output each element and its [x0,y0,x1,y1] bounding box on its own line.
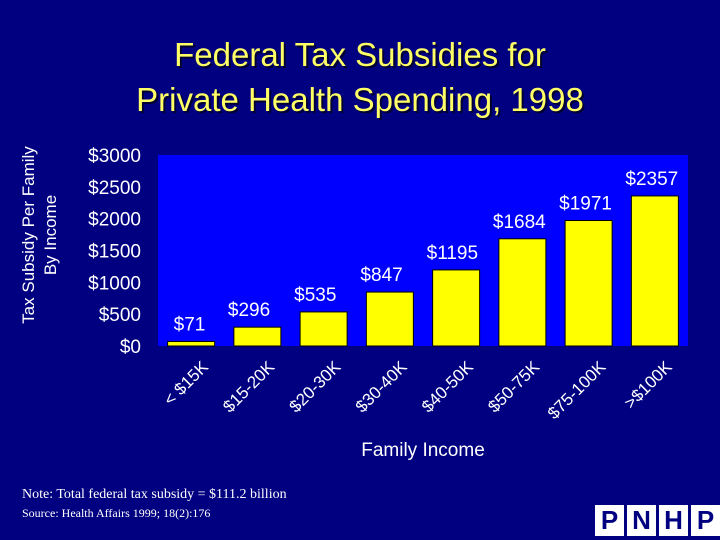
bar [167,340,216,347]
logo-letter: P [595,505,624,536]
x-tick-label: $30-40K [352,357,411,416]
x-axis-label: Family Income [361,440,485,461]
y-tick-label: $0 [120,337,141,358]
pnhp-logo: P N H P [595,505,720,536]
x-tick-label: $50-75K [484,357,543,416]
data-label: $1684 [493,212,546,233]
bar [432,269,481,347]
logo-letter: P [691,505,720,536]
bar [365,291,414,347]
y-tick-label: $500 [99,305,141,326]
bar [498,238,547,347]
bar [564,220,613,347]
data-label: $71 [174,314,206,335]
chart-title-line-2: Private Health Spending, 1998 [136,81,584,118]
data-label: $296 [228,300,270,321]
y-tick-label: $3000 [88,146,141,167]
bar [233,326,282,347]
data-label: $1195 [427,243,478,264]
x-tick-label: $15-20K [219,357,278,416]
source-citation: Source: Health Affairs 1999; 18(2):176 [22,506,211,520]
data-label: $535 [294,285,336,306]
y-tick-label: $1500 [88,242,141,263]
x-tick-label: >$100K [620,357,676,413]
data-labels: $71 $296 $535 $847 $1195 $1684 $1971 $2357 [174,169,679,336]
bar [299,311,348,347]
y-tick-label: $1000 [88,273,141,294]
bars [167,195,679,347]
data-label: $1971 [559,194,612,215]
logo-letter: N [627,505,656,536]
x-tick-label: $20-30K [286,357,345,416]
y-tick-label: $2000 [88,210,141,231]
bar [630,195,679,347]
x-tick-label: $75-100K [544,357,610,423]
data-label: $2357 [625,169,678,190]
y-tick-labels: $0 $500 $1000 $1500 $2000 $2500 $3000 [88,146,141,358]
footnote: Note: Total federal tax subsidy = $111.2… [22,487,287,502]
x-tick-label: < $15K [160,357,212,409]
chart-title-line-1: Federal Tax Subsidies for [174,36,546,73]
y-tick-label: $2500 [88,178,141,199]
x-tick-labels: < $15K $15-20K $20-30K $30-40K $40-50K $50-75… [160,357,676,423]
data-label: $847 [360,265,402,286]
logo-letter: H [659,505,688,536]
x-tick-label: $40-50K [418,357,477,416]
